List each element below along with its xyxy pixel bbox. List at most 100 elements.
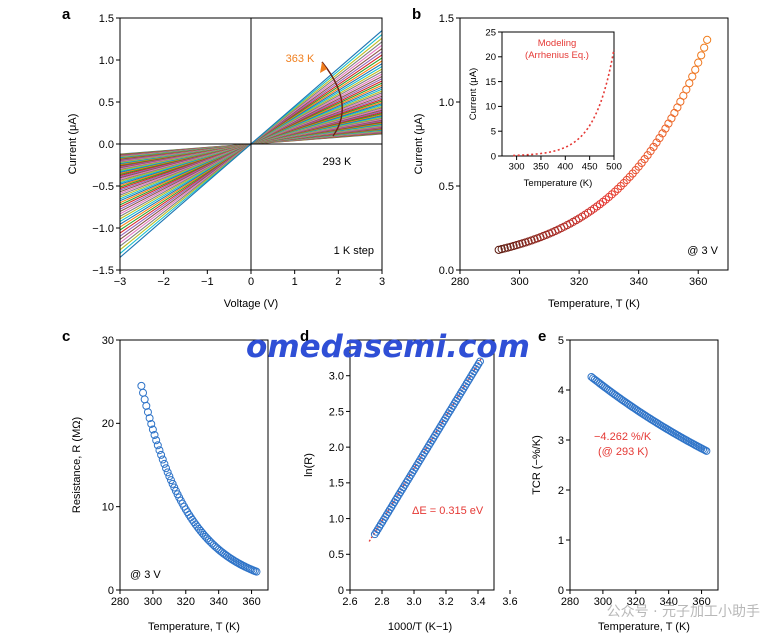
data-point: [137, 381, 146, 390]
panel-e-points: [587, 373, 711, 455]
data-point: [152, 436, 161, 445]
data-point: [157, 450, 166, 459]
panel-b-annotation: @ 3 V: [687, 245, 718, 257]
data-point: [494, 245, 503, 254]
x-tick-label: 280: [111, 596, 129, 608]
inset-arrhenius-curve: [513, 49, 615, 157]
panel-d-ylabel: ln(R): [303, 453, 315, 477]
panel-b-current-vs-temperature: 280 300 320 340 360 0.0 0.5 1.0 1.5 Temperature,…: [413, 13, 729, 310]
x-tick-label: 3.6: [502, 596, 517, 608]
inset-frame: [501, 31, 615, 157]
data-point: [168, 479, 177, 488]
label-1k-step: 1 K step: [334, 245, 374, 257]
panel-d-axes: 2.6 2.8 3.0 3.2 3.4 3.6 0 0.5 1.0 1.5 2.0 2.5 3.0: [329, 371, 518, 608]
data-point: [160, 459, 169, 468]
panel-c-xlabel: Temperature, T (K): [148, 621, 240, 633]
temperature-arrow-head: [320, 62, 327, 73]
y-tick-label: 2.5: [329, 406, 344, 418]
y-tick-label: 20: [102, 418, 114, 430]
panel-e-xlabel: Temperature, T (K): [598, 621, 690, 633]
panel-b-ylabel: Current (μA): [413, 114, 425, 175]
y-tick-label: 30: [102, 335, 114, 347]
inset-xlabel: Temperature (K): [524, 178, 593, 189]
panel-label-d: d: [300, 328, 309, 345]
panel-c-points: [137, 381, 261, 576]
x-tick-label: 300: [509, 162, 525, 173]
data-point: [155, 446, 164, 455]
label-293k: 293 K: [323, 156, 352, 168]
panel-b-points: [494, 35, 712, 254]
y-tick-label: 10: [102, 502, 114, 514]
panel-e-axes: 280 300 320 340 360 0 1 2 3 4 5: [558, 335, 711, 608]
data-point: [150, 430, 159, 439]
y-tick-label: 1: [558, 535, 564, 547]
y-tick-label: 0.5: [439, 181, 454, 193]
data-point: [153, 441, 162, 450]
x-tick-label: 2.6: [342, 596, 357, 608]
x-tick-label: 500: [606, 162, 622, 173]
x-tick-label: 3.4: [470, 596, 485, 608]
data-point: [476, 357, 484, 366]
x-tick-label: 2: [335, 276, 341, 288]
panel-a-xlabel: Voltage (V): [224, 298, 278, 310]
panel-d-frame: [349, 339, 495, 591]
panel-label-a: a: [62, 6, 71, 23]
panel-c-ylabel: Resistance, R (MΩ): [71, 417, 83, 513]
panel-c-axes: 280 300 320 340 360 0 10 20 30: [102, 335, 261, 608]
data-point: [140, 395, 149, 404]
y-tick-label: 1.0: [439, 97, 454, 109]
panel-a-axes: −3 −2 −1 0 1 2 3 −1.5 −1.0 −0.5 0.0 0.5 1.0 1.5: [92, 13, 385, 288]
data-point: [670, 108, 679, 118]
y-tick-label: 2.0: [329, 442, 344, 454]
temperature-arrow: [321, 61, 343, 137]
x-tick-label: 1: [292, 276, 298, 288]
data-point: [162, 464, 171, 473]
y-tick-label: 2: [558, 485, 564, 497]
x-tick-label: 340: [209, 596, 227, 608]
y-tick-label: 1.5: [99, 13, 114, 25]
data-point: [691, 65, 700, 74]
y-tick-label: 3: [558, 435, 564, 447]
x-tick-label: 340: [659, 596, 677, 608]
data-point: [139, 388, 148, 397]
data-point: [700, 446, 709, 455]
data-point: [252, 567, 261, 576]
data-point: [655, 133, 664, 143]
data-point: [703, 35, 712, 44]
inset-title-line2: (Arrhenius Eq.): [525, 50, 589, 61]
panel-a-ylabel: Current (μA): [67, 114, 79, 175]
y-tick-label: 4: [558, 385, 564, 397]
x-tick-label: 3: [379, 276, 385, 288]
data-point: [163, 468, 172, 477]
x-tick-label: 320: [627, 596, 645, 608]
x-tick-label: −2: [157, 276, 170, 288]
data-point: [694, 58, 703, 67]
x-tick-label: 320: [177, 596, 195, 608]
panel-c-resistance: 280 300 320 340 360 0 10 20 30 Temperature, T (K…: [71, 335, 269, 633]
y-tick-label: 25: [485, 27, 496, 38]
y-tick-label: 15: [485, 77, 496, 88]
data-point: [646, 147, 655, 156]
watermark-bottom: 公众号 · 元子加工小助手: [607, 604, 760, 620]
data-point: [607, 190, 616, 199]
x-tick-label: 450: [582, 162, 598, 173]
y-tick-label: −1.0: [92, 223, 114, 235]
y-tick-label: 0.5: [329, 549, 344, 561]
data-point: [610, 187, 619, 196]
data-point: [700, 43, 709, 52]
data-point: [697, 51, 706, 60]
label-363k: 363 K: [286, 53, 315, 65]
panel-b-frame: [459, 17, 729, 271]
panel-b-axes: 280 300 320 340 360 0.0 0.5 1.0 1.5: [439, 13, 708, 288]
y-tick-label: 5: [558, 335, 564, 347]
data-point: [604, 192, 613, 202]
y-tick-label: 3.0: [329, 371, 344, 383]
x-tick-label: 300: [144, 596, 162, 608]
y-tick-label: 1.5: [439, 13, 454, 25]
panel-e-tcr: 280 300 320 340 360 0 1 2 3 4 5 Temperature, T (K)…: [531, 335, 719, 633]
x-tick-label: 340: [629, 276, 647, 288]
x-tick-label: 280: [561, 596, 579, 608]
panel-d-annotation: ΔE = 0.315 eV: [412, 505, 484, 517]
panel-d-xlabel: 1000/T (K−1): [388, 621, 452, 633]
